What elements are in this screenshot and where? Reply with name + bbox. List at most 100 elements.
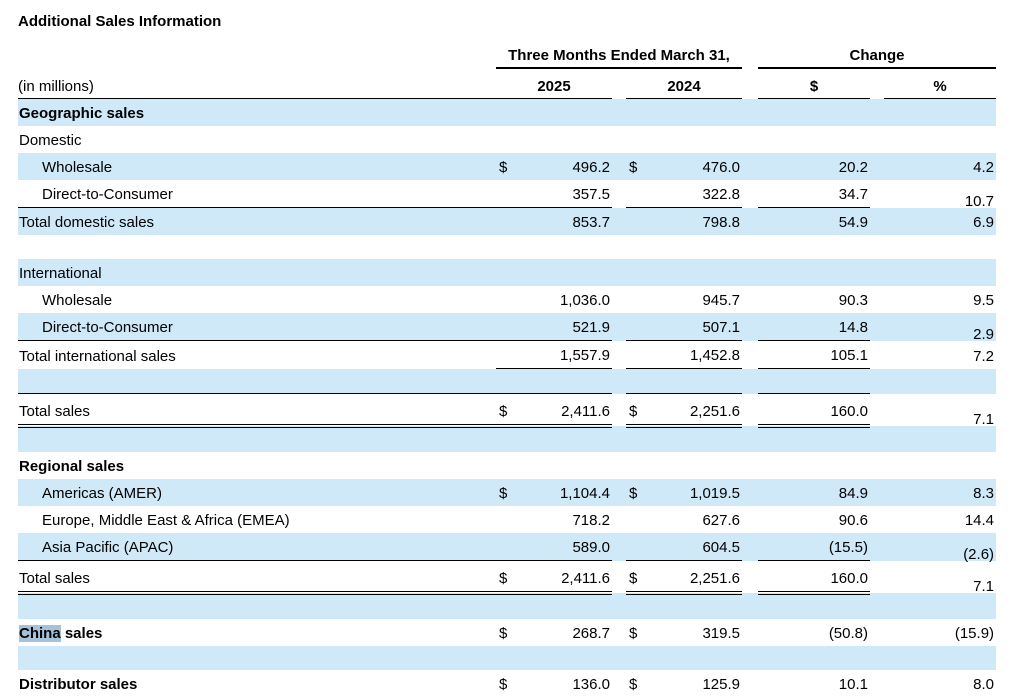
- change-dollar-value: 84.9: [758, 479, 870, 506]
- column-gap: [742, 561, 758, 594]
- cell-text: 718.2: [572, 512, 610, 529]
- value-2025: 496.2: [520, 153, 612, 180]
- currency-2024: $: [626, 153, 650, 180]
- cell-text: 496.2: [572, 159, 610, 176]
- cell-text: 2,411.6: [561, 570, 610, 587]
- cell-text: $: [499, 159, 507, 176]
- change-percent-value: [884, 646, 996, 670]
- column-gap: [612, 593, 626, 619]
- change-percent-value: (2.6): [884, 533, 996, 561]
- currency-2024: [626, 593, 650, 619]
- column-gap: [870, 68, 884, 99]
- cell-text: $: [499, 403, 507, 420]
- change-dollar-value: 160.0: [758, 394, 870, 427]
- currency-2024: $: [626, 619, 650, 646]
- column-gap: [870, 153, 884, 180]
- cell-text: 4.2: [973, 159, 994, 176]
- cell-text: 10.7: [965, 192, 994, 211]
- column-gap: [742, 313, 758, 341]
- currency-2024: $: [626, 670, 650, 697]
- cell-text: 54.9: [839, 214, 868, 231]
- row-label: Total sales: [18, 394, 496, 427]
- change-group-header: Change: [758, 44, 996, 68]
- currency-2024: [626, 286, 650, 313]
- column-gap: [742, 208, 758, 236]
- change-dollar-value: 160.0: [758, 561, 870, 594]
- change-percent-value: [884, 369, 996, 394]
- column-gap: [612, 670, 626, 697]
- cell-text: 1,452.8: [690, 347, 740, 364]
- row-label: [18, 426, 496, 452]
- row-label: Domestic: [18, 126, 496, 153]
- currency-2024: [626, 452, 650, 479]
- currency-2025: $: [496, 479, 520, 506]
- row-label: [18, 369, 496, 394]
- column-gap: [870, 619, 884, 646]
- row-label: Americas (AMER): [18, 479, 496, 506]
- change-percent-value: 6.9: [884, 208, 996, 236]
- cell-text: (50.8): [829, 625, 868, 642]
- column-gap: [612, 506, 626, 533]
- cell-text: 1,019.5: [690, 485, 740, 502]
- value-2025: 136.0: [520, 670, 612, 697]
- currency-2024: $: [626, 479, 650, 506]
- column-gap: [742, 180, 758, 208]
- cell-text: 125.9: [702, 676, 740, 693]
- change-percent-value: (15.9): [884, 619, 996, 646]
- value-2024: [650, 369, 742, 394]
- cell-text: 34.7: [839, 186, 868, 203]
- table-row: Domestic: [18, 126, 996, 153]
- row-label: Total domestic sales: [18, 208, 496, 236]
- column-gap: [870, 313, 884, 341]
- value-2025: [520, 369, 612, 394]
- column-gap: [742, 126, 758, 153]
- value-2024: 1,452.8: [650, 341, 742, 369]
- header-change-dollar: $: [758, 68, 870, 99]
- change-dollar-value: [758, 99, 870, 127]
- header-change-percent: %: [884, 68, 996, 99]
- cell-text: 7.1: [973, 577, 994, 596]
- cell-text: 136.0: [572, 676, 610, 693]
- currency-2024: [626, 235, 650, 259]
- change-dollar-value: 90.6: [758, 506, 870, 533]
- spacer-row: [18, 646, 996, 670]
- cell-text: $: [629, 570, 637, 587]
- currency-2024: [626, 533, 650, 561]
- cell-text: 7.1: [973, 410, 994, 429]
- cell-text: 14.8: [839, 319, 868, 336]
- cell-text: 507.1: [702, 319, 740, 336]
- change-dollar-value: 105.1: [758, 341, 870, 369]
- change-dollar-value: [758, 369, 870, 394]
- cell-text: $: [499, 625, 507, 642]
- column-gap: [870, 426, 884, 452]
- column-gap: [870, 286, 884, 313]
- change-percent-value: 14.4: [884, 506, 996, 533]
- table-row: Geographic sales: [18, 99, 996, 127]
- value-2024: [650, 646, 742, 670]
- cell-text: $: [629, 625, 637, 642]
- page-title: Additional Sales Information: [18, 13, 1024, 30]
- column-gap: [742, 394, 758, 427]
- cell-text: 2,251.6: [690, 570, 740, 587]
- value-2025: 718.2: [520, 506, 612, 533]
- change-dollar-value: 20.2: [758, 153, 870, 180]
- value-2025: 1,104.4: [520, 479, 612, 506]
- column-header-row: (in millions) 2025 2024 $ %: [18, 68, 996, 99]
- currency-2025: [496, 533, 520, 561]
- column-gap: [612, 533, 626, 561]
- value-2025: 1,036.0: [520, 286, 612, 313]
- currency-2025: [496, 126, 520, 153]
- cell-text: 2,411.6: [561, 403, 610, 420]
- currency-2025: $: [496, 153, 520, 180]
- spacer-row: [18, 593, 996, 619]
- cell-text: 1,557.9: [560, 347, 610, 364]
- value-2025: [520, 426, 612, 452]
- column-gap: [870, 670, 884, 697]
- sales-table: Three Months Ended March 31, Change (in …: [18, 44, 996, 697]
